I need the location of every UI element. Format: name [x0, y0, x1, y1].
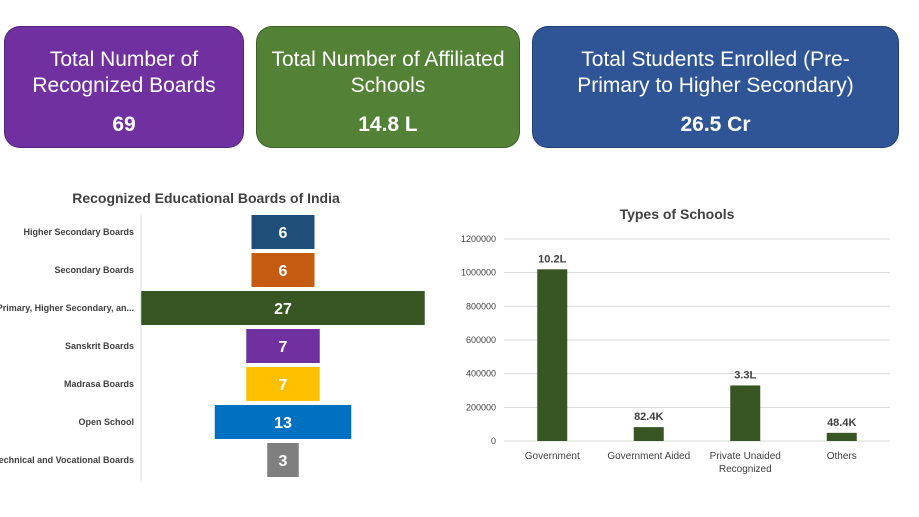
board-bar	[141, 291, 425, 325]
board-category-label: Primary, Higher Secondary, an...	[0, 303, 134, 313]
x-category-label: Others	[827, 451, 857, 462]
y-tick-label: 1000000	[461, 268, 496, 278]
board-value-label: 27	[274, 301, 292, 318]
y-tick-label: 200000	[466, 402, 496, 412]
kpi-card-students-enrolled: Total Students Enrolled (Pre-Primary to …	[532, 26, 899, 148]
board-category-label: Higher Secondary Boards	[23, 227, 134, 237]
schools-chart: Types of Schools 0 200000 400000 600000 8000…	[461, 206, 890, 475]
school-bar	[537, 269, 568, 441]
kpi-card-affiliated-schools: Total Number of Affiliated Schools 14.8 …	[256, 26, 520, 148]
y-tick-label: 600000	[466, 335, 496, 345]
kpi-value: 26.5 Cr	[680, 113, 751, 136]
kpi-label: Total Students Enrolled (Pre-Primary to …	[577, 48, 854, 97]
board-value-label: 13	[274, 415, 292, 432]
kpi-value: 69	[112, 113, 136, 136]
board-value-label: 3	[279, 453, 288, 470]
school-data-label: 10.2L	[538, 253, 566, 265]
board-category-label: Technical and Vocational Boards	[0, 455, 134, 465]
board-value-label: 7	[279, 377, 288, 394]
boards-chart: Recognized Educational Boards of India 6…	[0, 190, 425, 481]
x-category-label: Government Aided	[607, 451, 690, 462]
board-bar	[267, 443, 299, 477]
school-data-label: 3.3L	[734, 369, 756, 381]
y-tick-label: 1200000	[461, 234, 496, 244]
x-category-label: Government	[525, 451, 580, 462]
school-data-label: 48.4K	[827, 417, 856, 429]
y-tick-label: 800000	[466, 301, 496, 311]
school-bar	[633, 427, 664, 441]
board-category-label: Secondary Boards	[54, 265, 134, 275]
board-bar	[214, 405, 352, 439]
board-bar	[246, 367, 320, 401]
x-category-label: Recognized	[719, 464, 772, 475]
kpi-label: Total Number of Affiliated Schools	[271, 48, 505, 97]
board-bar	[246, 329, 320, 363]
kpi-card-recognized-boards: Total Number of Recognized Boards 69	[4, 26, 244, 148]
chart-title: Recognized Educational Boards of India	[72, 190, 340, 206]
x-category-label: Private Unaided	[710, 451, 781, 462]
chart-title: Types of Schools	[620, 206, 735, 222]
kpi-label: Total Number of Recognized Boards	[32, 48, 216, 97]
school-bar	[826, 432, 857, 441]
board-value-label: 6	[279, 225, 288, 242]
kpi-value: 14.8 L	[358, 113, 418, 136]
school-data-label: 82.4K	[634, 411, 663, 423]
board-category-label: Sanskrit Boards	[65, 341, 134, 351]
board-bar	[251, 253, 315, 287]
board-value-label: 6	[279, 263, 288, 280]
board-category-label: Madrasa Boards	[64, 379, 134, 389]
y-tick-label: 0	[491, 436, 496, 446]
board-category-label: Open School	[78, 417, 134, 427]
y-tick-label: 400000	[466, 369, 496, 379]
board-value-label: 7	[279, 339, 288, 356]
school-bar	[730, 385, 761, 441]
board-bar	[251, 215, 315, 249]
